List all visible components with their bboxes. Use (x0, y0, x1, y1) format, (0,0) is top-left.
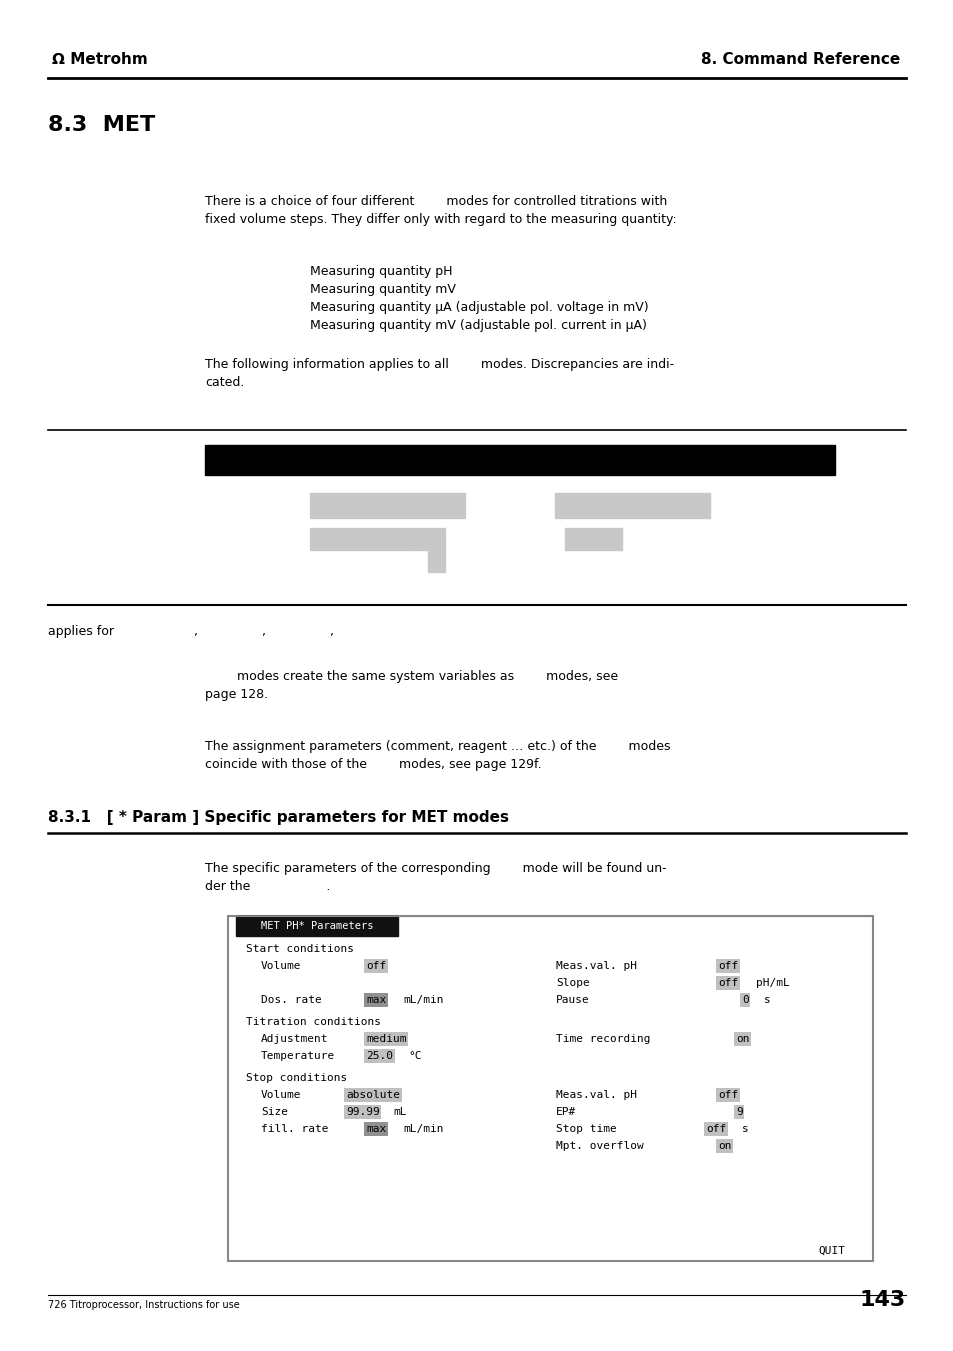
Text: Measuring quantity mV: Measuring quantity mV (310, 282, 456, 296)
Bar (555, 493, 709, 517)
Text: 0: 0 (741, 994, 748, 1005)
Text: Volume: Volume (261, 961, 301, 971)
Text: There is a choice of four different        modes for controlled titrations with: There is a choice of four different mode… (205, 195, 666, 208)
Text: °C: °C (408, 1051, 421, 1061)
Text: 99.99: 99.99 (346, 1106, 379, 1117)
Text: Temperature: Temperature (261, 1051, 335, 1061)
Text: absolute: absolute (346, 1090, 399, 1100)
Text: fill. rate: fill. rate (261, 1124, 328, 1133)
Bar (410, 528, 444, 550)
Text: Measuring quantity mV (adjustable pol. current in μA): Measuring quantity mV (adjustable pol. c… (310, 319, 646, 332)
Text: Titration conditions: Titration conditions (246, 1017, 380, 1027)
Text: pH/mL: pH/mL (755, 978, 789, 988)
Text: mL/min: mL/min (402, 994, 443, 1005)
Text: Time recording: Time recording (556, 1034, 650, 1044)
Bar (228, 916, 872, 1260)
Text: off: off (718, 978, 738, 988)
Text: Volume: Volume (261, 1090, 301, 1100)
Text: 143: 143 (859, 1290, 905, 1310)
Text: Pause: Pause (556, 994, 589, 1005)
Text: page 128.: page 128. (205, 688, 268, 701)
Text: Slope: Slope (556, 978, 589, 988)
Text: Size: Size (261, 1106, 288, 1117)
Text: max: max (366, 1124, 386, 1133)
Text: Measuring quantity pH: Measuring quantity pH (310, 265, 452, 278)
Text: 8.3  MET: 8.3 MET (48, 115, 155, 135)
Text: off: off (705, 1124, 725, 1133)
Text: Meas.val. pH: Meas.val. pH (556, 1090, 637, 1100)
Text: modes create the same system variables as        modes, see: modes create the same system variables a… (205, 670, 618, 684)
Text: fixed volume steps. They differ only with regard to the measuring quantity:: fixed volume steps. They differ only wit… (205, 213, 676, 226)
Text: Stop time: Stop time (556, 1124, 616, 1133)
Text: MET PH* Parameters: MET PH* Parameters (260, 921, 373, 931)
Text: on: on (718, 1142, 731, 1151)
Bar (205, 444, 834, 476)
Text: The specific parameters of the corresponding        mode will be found un-: The specific parameters of the correspon… (205, 862, 666, 875)
Text: 8. Command Reference: 8. Command Reference (700, 51, 899, 68)
Text: 726 Titroprocessor, Instructions for use: 726 Titroprocessor, Instructions for use (48, 1300, 239, 1310)
Text: Measuring quantity μA (adjustable pol. voltage in mV): Measuring quantity μA (adjustable pol. v… (310, 301, 648, 313)
Text: mL/min: mL/min (402, 1124, 443, 1133)
Text: Start conditions: Start conditions (246, 944, 354, 954)
Bar (428, 550, 444, 571)
Bar (564, 528, 621, 550)
Text: Adjustment: Adjustment (261, 1034, 328, 1044)
Text: Stop conditions: Stop conditions (246, 1073, 347, 1084)
Text: Meas.val. pH: Meas.val. pH (556, 961, 637, 971)
Text: coincide with those of the        modes, see page 129f.: coincide with those of the modes, see pa… (205, 758, 541, 771)
Text: 9: 9 (735, 1106, 742, 1117)
Text: EP#: EP# (556, 1106, 576, 1117)
Text: 8.3.1   [ * Param ] Specific parameters for MET modes: 8.3.1 [ * Param ] Specific parameters fo… (48, 811, 509, 825)
Text: s: s (763, 994, 770, 1005)
Text: off: off (718, 961, 738, 971)
Text: off: off (718, 1090, 738, 1100)
Text: der the                   .: der the . (205, 880, 330, 893)
Text: 25.0: 25.0 (366, 1051, 393, 1061)
Text: cated.: cated. (205, 376, 244, 389)
Text: mL: mL (393, 1106, 406, 1117)
Text: Dos. rate: Dos. rate (261, 994, 321, 1005)
Bar (310, 528, 410, 550)
Bar (235, 916, 397, 936)
Text: on: on (735, 1034, 749, 1044)
Text: The following information applies to all        modes. Discrepancies are indi-: The following information applies to all… (205, 358, 674, 372)
Text: Ω Metrohm: Ω Metrohm (52, 51, 148, 68)
Text: Mpt. overflow: Mpt. overflow (556, 1142, 643, 1151)
Text: QUIT: QUIT (817, 1246, 844, 1256)
Text: The assignment parameters (comment, reagent … etc.) of the        modes: The assignment parameters (comment, reag… (205, 740, 670, 753)
Text: applies for                    ,                ,                ,: applies for , , , (48, 626, 334, 638)
Text: medium: medium (366, 1034, 406, 1044)
Text: s: s (741, 1124, 748, 1133)
Bar (310, 493, 464, 517)
Text: max: max (366, 994, 386, 1005)
Text: off: off (366, 961, 386, 971)
